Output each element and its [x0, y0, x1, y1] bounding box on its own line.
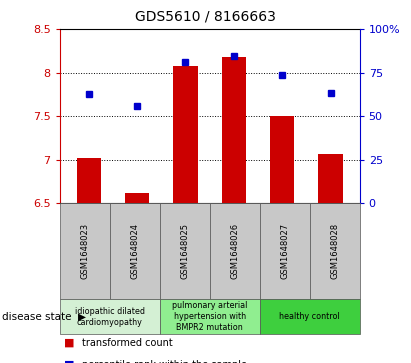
Bar — [319, 154, 343, 203]
Text: ■: ■ — [64, 338, 74, 348]
Text: pulmonary arterial
hypertension with
BMPR2 mutation: pulmonary arterial hypertension with BMP… — [172, 301, 247, 332]
Text: disease state  ▶: disease state ▶ — [2, 312, 86, 322]
Text: GSM1648025: GSM1648025 — [180, 223, 189, 280]
Text: GSM1648028: GSM1648028 — [330, 223, 339, 280]
Text: healthy control: healthy control — [279, 312, 340, 321]
Bar — [222, 57, 246, 203]
Bar — [173, 66, 198, 203]
Text: idiopathic dilated
cardiomyopathy: idiopathic dilated cardiomyopathy — [75, 307, 145, 327]
Text: GSM1648026: GSM1648026 — [230, 223, 239, 280]
Text: GSM1648027: GSM1648027 — [280, 223, 289, 280]
Bar — [76, 158, 101, 203]
Bar — [125, 193, 149, 203]
Text: ■: ■ — [64, 360, 74, 363]
Bar — [270, 116, 294, 203]
Text: GSM1648023: GSM1648023 — [80, 223, 89, 280]
Text: percentile rank within the sample: percentile rank within the sample — [82, 360, 247, 363]
Text: GSM1648024: GSM1648024 — [130, 223, 139, 280]
Text: transformed count: transformed count — [82, 338, 173, 348]
Text: GDS5610 / 8166663: GDS5610 / 8166663 — [135, 9, 276, 23]
